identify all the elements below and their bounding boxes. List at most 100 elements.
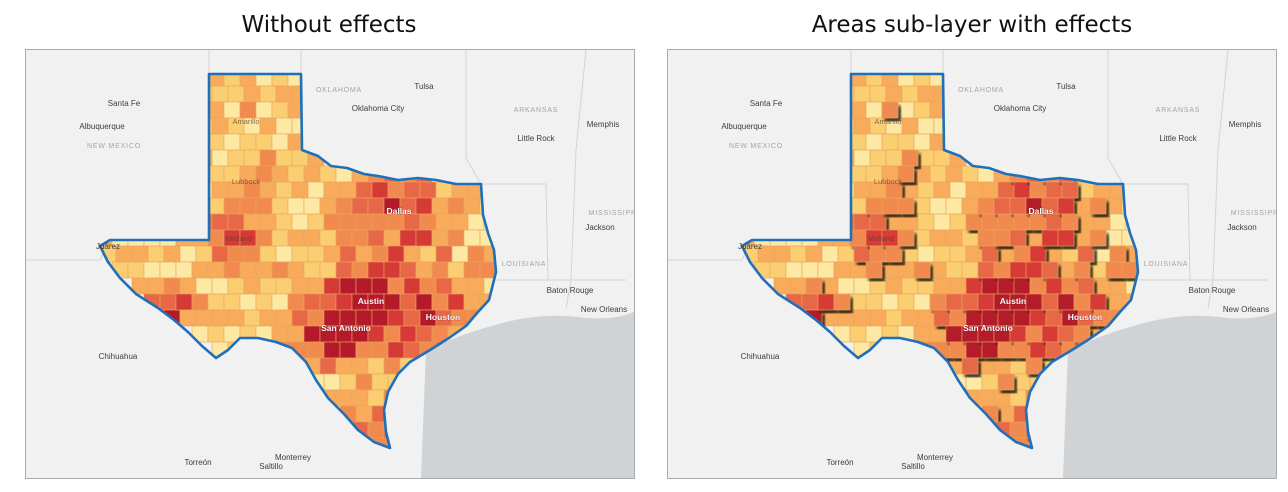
county-area[interactable] (287, 261, 305, 279)
county-area[interactable] (945, 197, 963, 215)
county-area[interactable] (239, 293, 257, 311)
county-area[interactable] (789, 245, 807, 263)
county-area[interactable] (853, 181, 871, 199)
county-area[interactable] (243, 213, 261, 231)
county-area[interactable] (275, 117, 293, 135)
county-area[interactable] (933, 245, 951, 263)
county-area[interactable] (1029, 245, 1047, 263)
county-area[interactable] (259, 213, 277, 231)
county-area[interactable] (335, 229, 353, 247)
county-area[interactable] (961, 197, 979, 215)
county-area[interactable] (339, 373, 357, 391)
county-area[interactable] (387, 341, 405, 359)
county-area[interactable] (447, 293, 465, 311)
county-area[interactable] (897, 101, 915, 119)
county-area[interactable] (1077, 277, 1095, 295)
county-area[interactable] (355, 405, 373, 423)
county-area[interactable] (431, 197, 449, 215)
county-area[interactable] (1009, 261, 1027, 279)
county-area[interactable] (367, 261, 385, 279)
county-area[interactable] (997, 245, 1015, 263)
county-area[interactable] (435, 277, 453, 295)
county-area[interactable] (211, 117, 229, 135)
county-area[interactable] (223, 293, 241, 311)
county-area[interactable] (195, 277, 213, 295)
county-area[interactable] (367, 229, 385, 247)
county-area[interactable] (1073, 229, 1091, 247)
county-area[interactable] (885, 277, 903, 295)
county-area[interactable] (207, 165, 225, 183)
county-area[interactable] (207, 229, 225, 247)
county-area[interactable] (307, 245, 325, 263)
county-area[interactable] (275, 149, 293, 167)
county-area[interactable] (1105, 261, 1123, 279)
county-area[interactable] (833, 293, 851, 311)
county-area[interactable] (965, 245, 983, 263)
county-area[interactable] (837, 309, 855, 327)
county-area[interactable] (195, 245, 213, 263)
county-area[interactable] (239, 261, 257, 279)
county-area[interactable] (865, 197, 883, 215)
county-area[interactable] (131, 245, 149, 263)
county-area[interactable] (319, 229, 337, 247)
county-area[interactable] (291, 181, 309, 199)
county-area[interactable] (869, 309, 887, 327)
county-area[interactable] (805, 277, 823, 295)
county-area[interactable] (1041, 293, 1059, 311)
county-area[interactable] (1025, 261, 1043, 279)
county-area[interactable] (1025, 229, 1043, 247)
county-area[interactable] (965, 373, 983, 391)
county-area[interactable] (339, 181, 357, 199)
county-area[interactable] (917, 117, 935, 135)
county-area[interactable] (1025, 357, 1043, 375)
county-area[interactable] (303, 229, 321, 247)
county-area[interactable] (383, 325, 401, 343)
county-area[interactable] (913, 133, 931, 151)
county-area[interactable] (335, 357, 353, 375)
county-area[interactable] (159, 261, 177, 279)
county-area[interactable] (287, 229, 305, 247)
county-area[interactable] (945, 293, 963, 311)
county-area[interactable] (977, 357, 995, 375)
county-area[interactable] (901, 309, 919, 327)
county-area[interactable] (323, 373, 341, 391)
county-area[interactable] (961, 293, 979, 311)
county-area[interactable] (275, 309, 293, 327)
county-area[interactable] (869, 213, 887, 231)
county-area[interactable] (817, 261, 835, 279)
county-area[interactable] (881, 133, 899, 151)
county-area[interactable] (929, 165, 947, 183)
county-area[interactable] (303, 325, 321, 343)
county-area[interactable] (949, 213, 967, 231)
county-area[interactable] (207, 133, 225, 151)
county-area[interactable] (259, 181, 277, 199)
county-area[interactable] (837, 245, 855, 263)
county-area[interactable] (303, 165, 321, 183)
county-area[interactable] (303, 261, 321, 279)
county-area[interactable] (275, 277, 293, 295)
map-with-effects[interactable]: Santa Fe Albuquerque NEW MEXICO OKLAHOMA Okl… (667, 49, 1277, 479)
county-area[interactable] (849, 261, 867, 279)
county-area[interactable] (271, 133, 289, 151)
county-area[interactable] (255, 293, 273, 311)
county-area[interactable] (917, 245, 935, 263)
county-area[interactable] (223, 101, 241, 119)
county-area[interactable] (191, 293, 209, 311)
county-area[interactable] (817, 293, 835, 311)
county-area[interactable] (1077, 213, 1095, 231)
county-area[interactable] (849, 101, 867, 119)
county-area[interactable] (769, 261, 787, 279)
county-area[interactable] (319, 197, 337, 215)
county-area[interactable] (403, 309, 421, 327)
county-area[interactable] (431, 229, 449, 247)
county-area[interactable] (339, 341, 357, 359)
county-area[interactable] (1057, 293, 1075, 311)
county-area[interactable] (319, 261, 337, 279)
county-area[interactable] (227, 245, 245, 263)
county-area[interactable] (211, 85, 229, 103)
county-area[interactable] (949, 245, 967, 263)
county-area[interactable] (901, 213, 919, 231)
county-area[interactable] (853, 213, 871, 231)
county-area[interactable] (785, 261, 803, 279)
county-area[interactable] (335, 197, 353, 215)
